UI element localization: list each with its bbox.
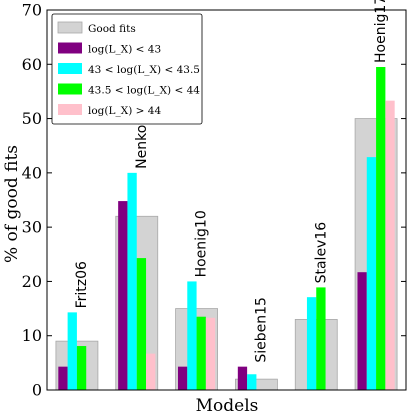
category-label-fritz06: Fritz06: [74, 261, 90, 308]
bar-series2-fritz06: [67, 312, 77, 390]
y-tick-label: 10: [22, 326, 42, 345]
bar-series3-nenkova08: [136, 258, 147, 390]
bar-series1-sieben15: [237, 366, 248, 390]
legend-swatch-4: [58, 83, 82, 95]
bar-series2-stalev16: [306, 297, 317, 390]
bars-layer: Fritz06Nenkova08Hoenig10Sieben15Stalev16…: [55, 0, 398, 391]
category-label-hoenig10: Hoenig10: [194, 210, 210, 277]
bar-series4-nenkova08: [146, 353, 156, 390]
bar-series4-hoenig10: [205, 317, 216, 390]
y-tick-label: 30: [22, 218, 42, 237]
bar-series3-stalev16: [316, 287, 326, 390]
legend-label-1: Good fits: [88, 23, 136, 35]
category-label-sieben15: Sieben15: [253, 297, 269, 363]
legend-swatch-3: [58, 63, 82, 74]
y-tick-label: 70: [22, 1, 42, 20]
bar-series1-nenkova08: [118, 201, 128, 390]
legend-swatch-5: [58, 104, 82, 115]
legend-swatch-2: [58, 42, 82, 54]
legend-box: [51, 13, 203, 125]
bar-series2-sieben15: [247, 374, 257, 390]
legend: Good fits log(L_X) < 43 43 < log(L_X) < 43…: [51, 13, 203, 125]
y-tick-label: 40: [22, 163, 42, 182]
legend-label-2: log(L_X) < 43: [88, 44, 161, 56]
y-tick-label: 20: [22, 272, 42, 291]
legend-label-5: log(L_X) > 44: [88, 105, 161, 117]
legend-label-4: 43.5 < log(L_X) < 44: [88, 85, 200, 97]
bar-series2-hoenig10: [187, 281, 197, 390]
bar-series3-hoenig10: [196, 316, 206, 390]
category-label-stalev16: Stalev16: [313, 222, 329, 284]
category-label-hoenig17: Hoenig17: [373, 0, 389, 63]
bar-series1-fritz06: [58, 366, 68, 390]
bar-series2-nenkova08: [127, 172, 137, 390]
legend-label-3: 43 < log(L_X) < 43.5: [88, 64, 200, 76]
x-axis-title: Models: [196, 396, 259, 415]
y-tick-label: 50: [22, 109, 42, 128]
bar-series1-hoenig17: [357, 272, 367, 390]
bar-series3-fritz06: [76, 346, 87, 390]
bar-series1-hoenig10: [177, 366, 188, 390]
plot-frame: [46, 9, 407, 391]
y-tick-label: 60: [22, 55, 42, 74]
y-axis-title: % of good fits: [2, 145, 22, 263]
bar-series4-hoenig17: [385, 100, 395, 391]
legend-swatch-1: [57, 21, 83, 34]
bar-series3-hoenig17: [376, 67, 386, 390]
y-tick-label: 0: [32, 381, 42, 400]
axes-layer: 0 10 20 30 40 50 60 70: [22, 1, 407, 400]
bar-series2-hoenig17: [366, 157, 377, 390]
